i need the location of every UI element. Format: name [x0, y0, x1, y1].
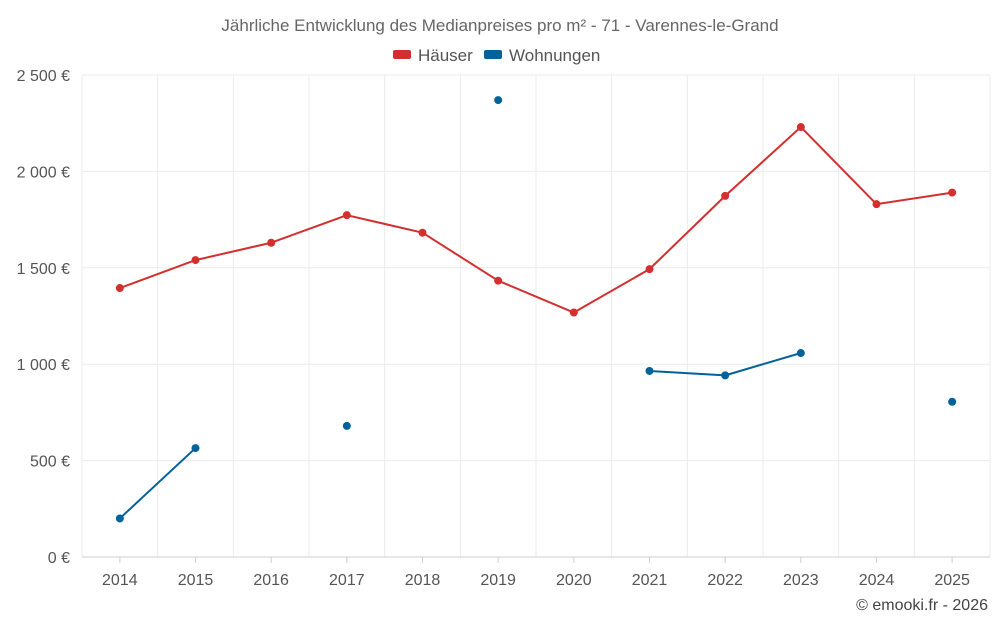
x-tick-label: 2016	[253, 572, 289, 589]
series-haeuser-point[interactable]	[267, 238, 276, 247]
series-haeuser-segment	[194, 241, 273, 262]
y-tick-label: 0 €	[48, 550, 70, 567]
x-tick-label: 2017	[329, 572, 365, 589]
series-wohnungen-point[interactable]	[721, 371, 730, 380]
legend-item-wohnungen[interactable]: Wohnungen	[484, 46, 600, 65]
x-tick-label: 2019	[480, 572, 516, 589]
series-wohnungen-point[interactable]	[948, 397, 957, 406]
x-tick-label: 2015	[178, 572, 214, 589]
legend-label-haeuser: Häuser	[418, 46, 473, 65]
series-haeuser-segment	[648, 194, 727, 271]
y-tick-label: 1 000 €	[17, 357, 70, 374]
legend-label-wohnungen: Wohnungen	[509, 46, 600, 65]
series-haeuser-point[interactable]	[418, 228, 427, 237]
series-haeuser-point[interactable]	[191, 256, 200, 265]
x-tick-label: 2020	[556, 572, 592, 589]
x-tick-label: 2014	[102, 572, 138, 589]
series-haeuser-point[interactable]	[569, 308, 578, 317]
series-haeuser-point[interactable]	[494, 276, 503, 285]
series-haeuser-segment	[421, 231, 500, 282]
series-haeuser-segment	[799, 126, 878, 206]
series-haeuser-segment	[572, 268, 651, 314]
footer-credit: © emooki.fr - 2026	[856, 597, 988, 614]
y-tick-label: 2 000 €	[17, 164, 70, 181]
axes: 0 € 500 € 1 000 € 1 500 € 2 000 € 2 500 € 2014…	[17, 68, 990, 589]
y-tick-label: 500 €	[30, 454, 70, 471]
x-tick-label: 2021	[632, 572, 668, 589]
series-haeuser-segment	[875, 191, 954, 206]
series-haeuser-point[interactable]	[115, 284, 124, 293]
series-haeuser-point[interactable]	[721, 191, 730, 200]
series-wohnungen-point[interactable]	[796, 349, 805, 358]
grid	[81, 74, 991, 557]
series-haeuser-point[interactable]	[872, 200, 881, 209]
series-wohnungen-segment	[118, 447, 197, 520]
series-wohnungen-point[interactable]	[494, 96, 503, 105]
x-tick-label: 2024	[859, 572, 895, 589]
x-tick-label: 2018	[405, 572, 441, 589]
series-haeuser-segment	[270, 214, 348, 244]
series-haeuser-point[interactable]	[796, 123, 805, 132]
y-tick-label: 2 500 €	[17, 68, 70, 85]
series-haeuser-segment	[724, 126, 802, 197]
x-tick-label: 2023	[783, 572, 819, 589]
series-wohnungen-point[interactable]	[342, 421, 351, 430]
legend-swatch-haeuser	[393, 50, 411, 59]
y-tick-label: 1 500 €	[17, 261, 70, 278]
series-haeuser	[115, 123, 957, 317]
series-haeuser-point[interactable]	[645, 265, 654, 274]
series-haeuser-point[interactable]	[342, 211, 351, 220]
series-wohnungen-point[interactable]	[191, 444, 200, 453]
series-haeuser-segment	[497, 279, 575, 314]
series-wohnungen-segment	[724, 352, 802, 377]
series-wohnungen-point[interactable]	[645, 366, 654, 375]
chart-title: Jährliche Entwicklung des Medianpreises …	[221, 16, 778, 35]
legend-item-haeuser[interactable]: Häuser	[393, 46, 473, 65]
series-wohnungen-point[interactable]	[115, 514, 124, 523]
series-haeuser-segment	[118, 259, 197, 290]
legend-swatch-wohnungen	[484, 50, 502, 59]
series-haeuser-segment	[345, 214, 424, 234]
x-tick-label: 2022	[707, 572, 743, 589]
x-tick-label: 2025	[934, 572, 970, 589]
legend: Häuser Wohnungen	[393, 46, 600, 65]
plot-area	[115, 96, 957, 523]
series-wohnungen-segment	[648, 369, 727, 377]
series-haeuser-point[interactable]	[948, 188, 957, 197]
series-wohnungen	[115, 96, 957, 523]
